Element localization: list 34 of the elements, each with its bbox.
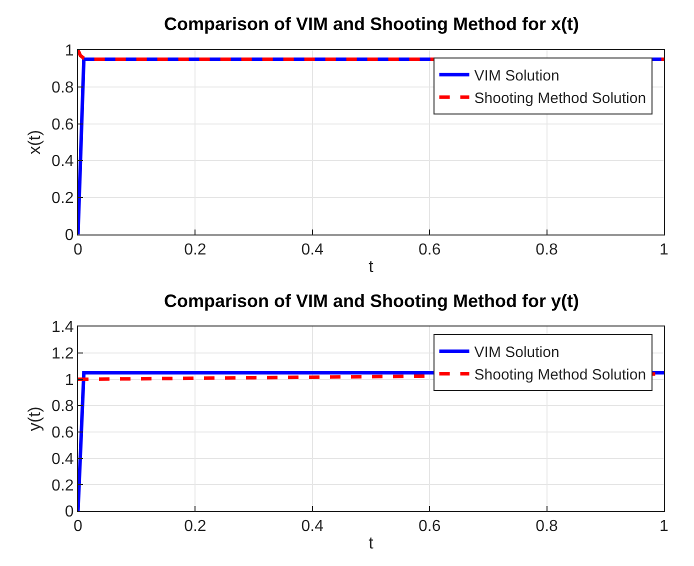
legend-label: VIM Solution — [474, 344, 560, 362]
chart-title: Comparison of VIM and Shooting Method for x(t) — [164, 14, 579, 34]
x-tick-label: 0.2 — [184, 518, 206, 536]
y-tick-label: 1 — [64, 372, 74, 389]
y-tick-label: 0 — [64, 504, 74, 521]
y-tick-label: 1.2 — [52, 346, 74, 363]
y-tick-label: 0.6 — [52, 116, 74, 134]
y-tick-label: 1 — [64, 42, 74, 60]
chart-title: Comparison of VIM and Shooting Method for y(t) — [164, 291, 579, 311]
y-tick-label: 0.6 — [52, 424, 74, 442]
x-tick-label: 0.4 — [301, 242, 324, 259]
x-tick-label: 0.2 — [184, 242, 206, 259]
legend-label: Shooting Method Solution — [474, 366, 646, 384]
legend-label: Shooting Method Solution — [474, 90, 646, 107]
y-tick-label: 0.8 — [52, 79, 74, 96]
x-axis-title: t — [368, 534, 374, 553]
y-tick-label: 1.4 — [52, 319, 74, 336]
y-axis-title: x(t) — [25, 130, 44, 154]
y-tick-label: 0.4 — [52, 450, 74, 468]
legend-label: VIM Solution — [474, 67, 560, 84]
x-axis-title: t — [368, 257, 374, 276]
y-tick-label: 0.8 — [52, 398, 74, 416]
x-tick-label: 0.4 — [301, 518, 324, 536]
y-tick-label: 0 — [64, 227, 74, 244]
x-tick-label: 0.6 — [418, 242, 441, 259]
x-tick-label: 0.6 — [418, 518, 441, 536]
y-tick-label: 0.2 — [52, 477, 74, 494]
y-tick-label: 0.4 — [52, 153, 74, 170]
x-tick-label: 0.8 — [536, 518, 558, 536]
x-tick-label: 0.8 — [536, 242, 558, 259]
x-tick-label: 1 — [660, 518, 669, 536]
y-axis-title: y(t) — [25, 406, 44, 432]
x-tick-label: 1 — [660, 242, 669, 259]
y-tick-label: 0.2 — [52, 190, 74, 208]
